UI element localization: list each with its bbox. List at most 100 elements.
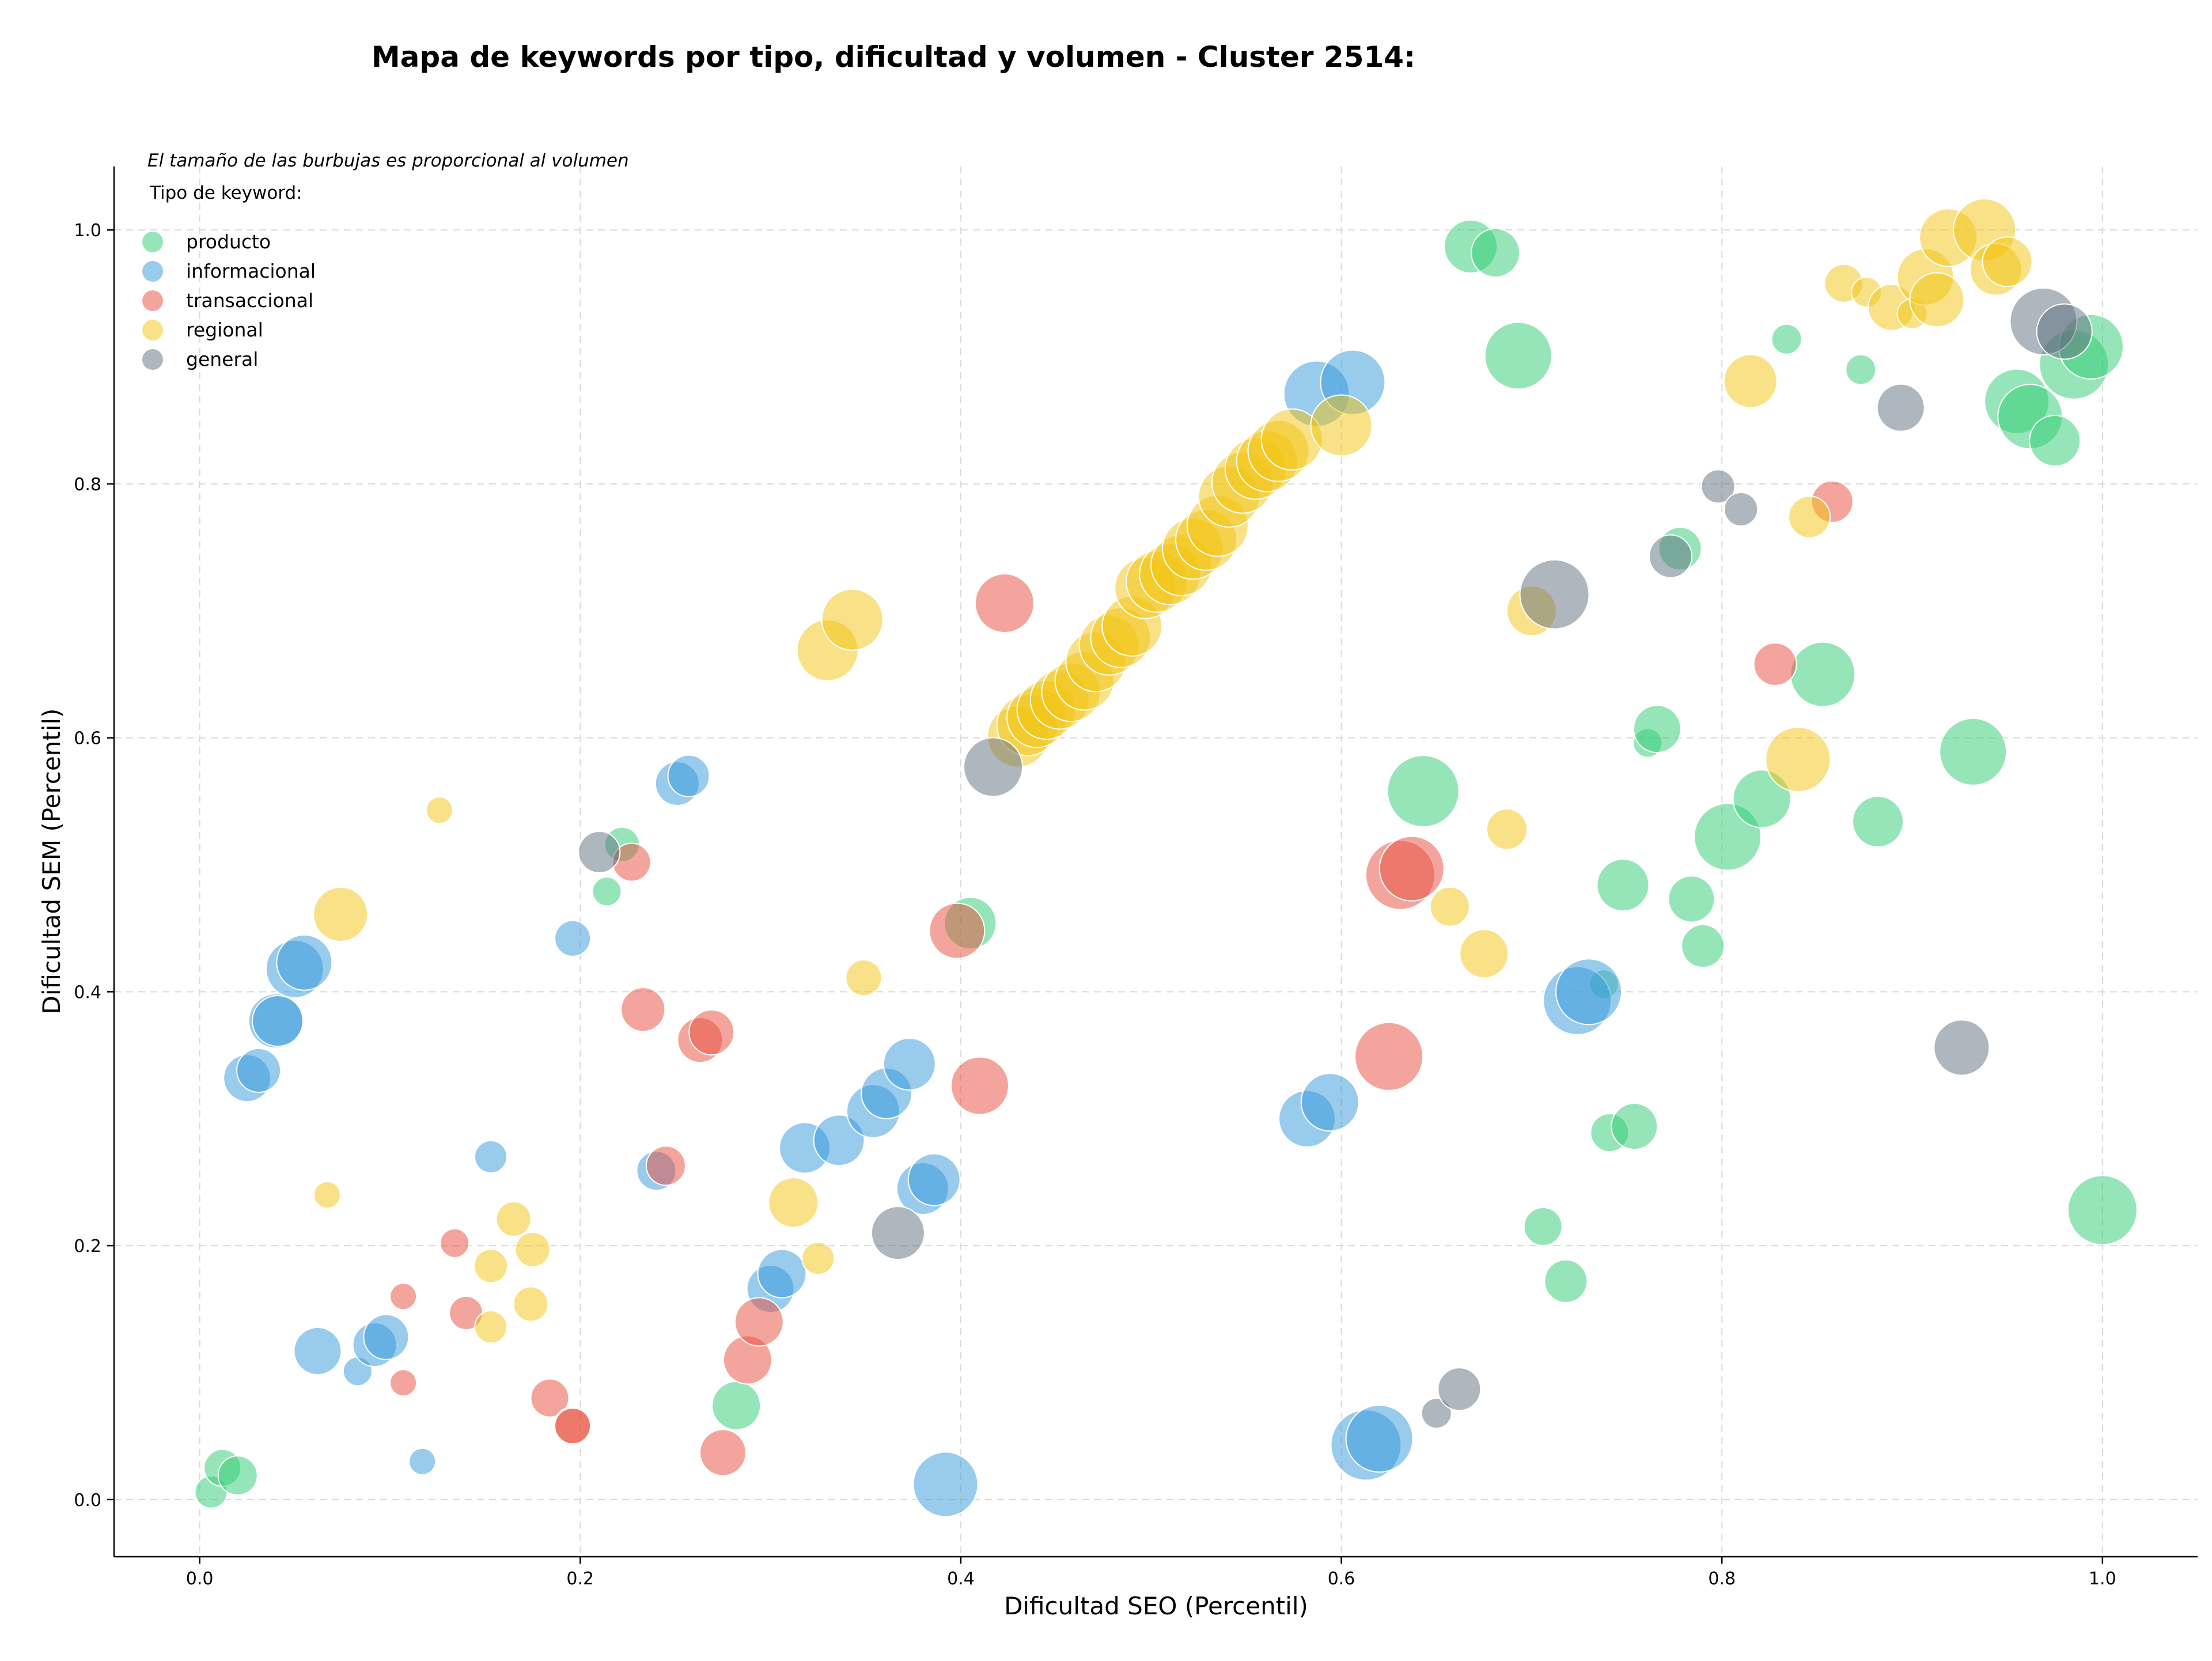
bubble-regional bbox=[801, 1242, 835, 1276]
bubble-regional bbox=[313, 886, 369, 942]
x-tick-label: 0.4 bbox=[947, 1569, 975, 1589]
bubble-regional bbox=[1723, 354, 1778, 408]
bubble-producto bbox=[217, 1455, 258, 1496]
legend-marker-informacional bbox=[142, 261, 163, 282]
bubble-producto bbox=[1852, 796, 1904, 848]
bubble-general bbox=[2036, 303, 2093, 360]
legend-marker-transaccional bbox=[142, 290, 163, 311]
bubble-informacional bbox=[882, 1037, 936, 1091]
series-transaccional bbox=[389, 480, 1854, 1477]
bubble-regional bbox=[514, 1231, 551, 1267]
bubble-regional bbox=[821, 588, 884, 651]
bubble-producto bbox=[1845, 354, 1877, 385]
bubble-regional bbox=[425, 796, 453, 824]
x-tick-label: 0.8 bbox=[1708, 1569, 1736, 1589]
bubble-informacional bbox=[474, 1140, 508, 1174]
series-informacional bbox=[223, 349, 1622, 1518]
bubble-regional bbox=[1429, 886, 1470, 927]
bubble-producto bbox=[1681, 924, 1725, 968]
y-tick-label: 1.0 bbox=[74, 221, 101, 241]
bubble-regional bbox=[1459, 929, 1509, 979]
bubble-transaccional bbox=[389, 1282, 418, 1311]
bubble-regional bbox=[1788, 495, 1831, 539]
x-tick-label: 1.0 bbox=[2089, 1569, 2116, 1589]
bubble-producto bbox=[1771, 323, 1802, 355]
bubble-transaccional bbox=[554, 1408, 592, 1445]
bubble-general bbox=[1519, 559, 1590, 630]
bubble-producto bbox=[711, 1380, 762, 1431]
bubble-informacional bbox=[554, 920, 592, 957]
bubble-transaccional bbox=[620, 987, 666, 1032]
legend-marker-general bbox=[142, 349, 163, 370]
bubble-producto bbox=[1668, 875, 1715, 923]
bubble-transaccional bbox=[530, 1378, 570, 1418]
bubble-producto bbox=[1939, 717, 2008, 786]
bubble-general bbox=[870, 1206, 925, 1261]
series-general bbox=[578, 287, 2093, 1429]
bubble-transaccional bbox=[950, 1056, 1009, 1115]
bubble-informacional bbox=[1555, 958, 1622, 1026]
bubble-regional bbox=[313, 1181, 341, 1209]
bubble-transaccional bbox=[645, 1145, 686, 1186]
series-regional bbox=[313, 198, 2033, 1344]
bubble-regional bbox=[495, 1201, 532, 1237]
bubble-general bbox=[578, 830, 621, 873]
legend: El tamaño de las burbujas es proporciona… bbox=[142, 150, 629, 370]
bubble-producto bbox=[1523, 1207, 1563, 1247]
legend-label-regional: regional bbox=[186, 319, 263, 341]
bubble-general bbox=[1437, 1367, 1482, 1412]
bubble-transaccional bbox=[389, 1369, 418, 1397]
axes bbox=[113, 167, 2198, 1558]
legend-label-producto: producto bbox=[186, 230, 271, 253]
bubble-regional bbox=[845, 959, 882, 997]
bubble-informacional bbox=[757, 1248, 807, 1299]
bubble-general bbox=[1421, 1397, 1452, 1429]
x-axis-label: Dificultad SEO (Percentil) bbox=[1004, 1592, 1308, 1620]
bubble-informacional bbox=[813, 1114, 865, 1167]
legend-title: Tipo de keyword: bbox=[149, 183, 302, 203]
legend-label-general: general bbox=[186, 348, 258, 370]
series-producto bbox=[194, 219, 2138, 1509]
bubble-informacional bbox=[276, 934, 333, 991]
legend-marker-regional bbox=[142, 320, 163, 340]
y-tick-label: 0.0 bbox=[74, 1490, 101, 1511]
y-tick-label: 0.8 bbox=[74, 475, 101, 495]
bubble-producto bbox=[1790, 641, 1856, 707]
bubble-transaccional bbox=[734, 1297, 784, 1347]
bubble-informacional bbox=[912, 1451, 979, 1518]
x-tick-label: 0.2 bbox=[566, 1569, 594, 1589]
y-tick-label: 0.2 bbox=[74, 1236, 101, 1257]
bubble-producto bbox=[1596, 858, 1650, 912]
bubble-layer bbox=[194, 198, 2138, 1518]
bubble-informacional bbox=[363, 1314, 410, 1360]
bubble-informacional bbox=[667, 754, 710, 797]
bubble-producto bbox=[1471, 228, 1521, 278]
y-tick-label: 0.4 bbox=[74, 982, 101, 1002]
legend-label-informacional: informacional bbox=[186, 260, 316, 282]
ticks: 0.0 0.2 0.4 0.6 0.8 1.0 0.0 0.2 0.4 0.6 0.8 1.0 bbox=[74, 221, 2116, 1589]
grid bbox=[114, 167, 2198, 1557]
bubble-transaccional bbox=[1354, 1021, 1424, 1091]
bubble-informacional bbox=[236, 1048, 282, 1094]
bubble-producto bbox=[1633, 705, 1681, 754]
bubble-regional bbox=[474, 1310, 508, 1344]
legend-marker-producto bbox=[142, 232, 163, 252]
bubble-regional bbox=[1765, 727, 1831, 793]
bubble-transaccional bbox=[1753, 642, 1797, 686]
bubble-general bbox=[963, 737, 1024, 797]
bubble-general bbox=[1933, 1019, 1990, 1076]
bubble-producto bbox=[592, 876, 622, 907]
bubble-informacional bbox=[252, 995, 304, 1047]
bubble-producto bbox=[2029, 414, 2081, 467]
bubble-producto bbox=[2067, 1175, 2138, 1246]
legend-items: producto informacional transaccional region… bbox=[142, 230, 316, 370]
bubble-producto bbox=[1732, 769, 1791, 828]
bubble-general bbox=[1876, 383, 1925, 432]
x-tick-label: 0.6 bbox=[1328, 1569, 1355, 1589]
bubble-transaccional bbox=[974, 573, 1035, 634]
bubble-informacional bbox=[1345, 1405, 1414, 1473]
y-axis-label: Dificultad SEM (Percentil) bbox=[37, 709, 66, 1015]
bubble-regional bbox=[474, 1248, 509, 1284]
